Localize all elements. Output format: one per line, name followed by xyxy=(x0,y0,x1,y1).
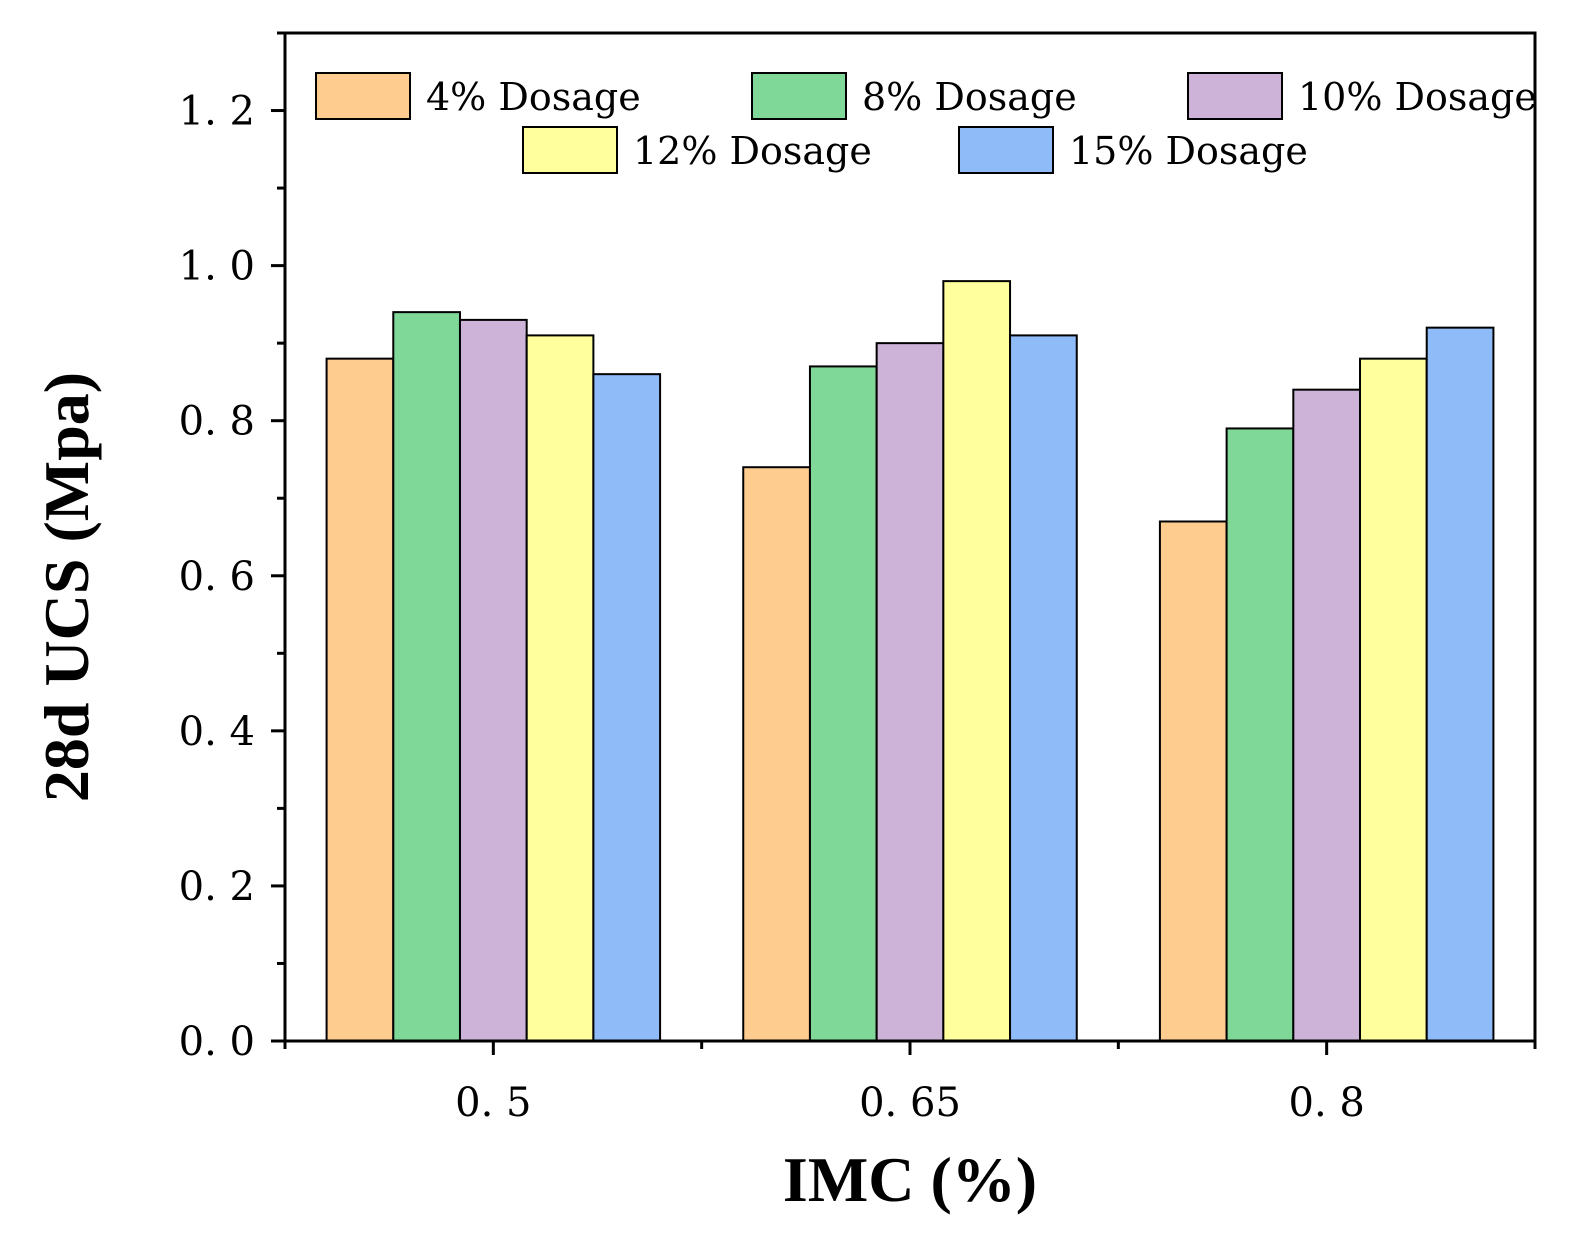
x-axis: 0. 5 0. 65 0. 8 xyxy=(283,1041,1537,1126)
bar-12-dosage-1 xyxy=(525,334,595,1042)
y-tick-label: 0. 4 xyxy=(179,709,255,755)
legend-swatch xyxy=(958,126,1054,174)
bar-10-dosage-3 xyxy=(1292,388,1362,1042)
y-tick-label: 0. 6 xyxy=(179,554,255,600)
bar-8-dosage-3 xyxy=(1225,427,1295,1042)
y-axis: 0. 0 0. 2 0. 4 0. 6 0. 8 1. 0 1. 2 xyxy=(179,31,285,1065)
bar-4-dosage-2 xyxy=(742,466,811,1042)
bar-15-dosage-2 xyxy=(1009,334,1078,1042)
y-tick-label: 0. 8 xyxy=(179,399,255,445)
legend-swatch xyxy=(751,72,847,120)
x-tick-label: 0. 5 xyxy=(455,1080,531,1126)
legend-label: 8% Dosage xyxy=(862,75,1077,119)
legend: 4% Dosage 8% Dosage 10% Dosage 12% Dosage 15… xyxy=(315,72,1537,174)
legend-swatch xyxy=(1187,72,1283,120)
y-tick-label: 1. 0 xyxy=(179,244,255,290)
bar-8-dosage-1 xyxy=(392,311,461,1042)
x-tick-label: 0. 8 xyxy=(1289,1080,1365,1126)
legend-swatch xyxy=(522,126,618,174)
y-axis-title: 28d UCS (Mpa) xyxy=(31,372,102,802)
legend-swatch xyxy=(315,72,411,120)
bar-15-dosage-3 xyxy=(1425,326,1495,1042)
bar-4-dosage-3 xyxy=(1158,520,1228,1042)
bar-12-dosage-3 xyxy=(1359,357,1428,1042)
y-tick-label: 0. 2 xyxy=(179,864,255,910)
y-tick-label: 1. 2 xyxy=(179,89,255,135)
legend-label: 12% Dosage xyxy=(633,129,872,173)
y-tick-label: 0. 0 xyxy=(179,1019,255,1065)
legend-label: 15% Dosage xyxy=(1069,129,1308,173)
bar-10-dosage-2 xyxy=(875,342,945,1042)
bar-8-dosage-2 xyxy=(808,365,878,1042)
bar-4-dosage-1 xyxy=(325,357,395,1042)
bars-group xyxy=(325,280,1495,1043)
bar-12-dosage-2 xyxy=(942,280,1012,1043)
legend-label: 4% Dosage xyxy=(426,75,641,119)
x-tick-label: 0. 65 xyxy=(859,1080,961,1126)
bar-10-dosage-1 xyxy=(458,318,528,1042)
legend-label: 10% Dosage xyxy=(1298,75,1537,119)
bar-15-dosage-1 xyxy=(592,373,662,1042)
x-axis-title: IMC (%) xyxy=(783,1144,1037,1215)
